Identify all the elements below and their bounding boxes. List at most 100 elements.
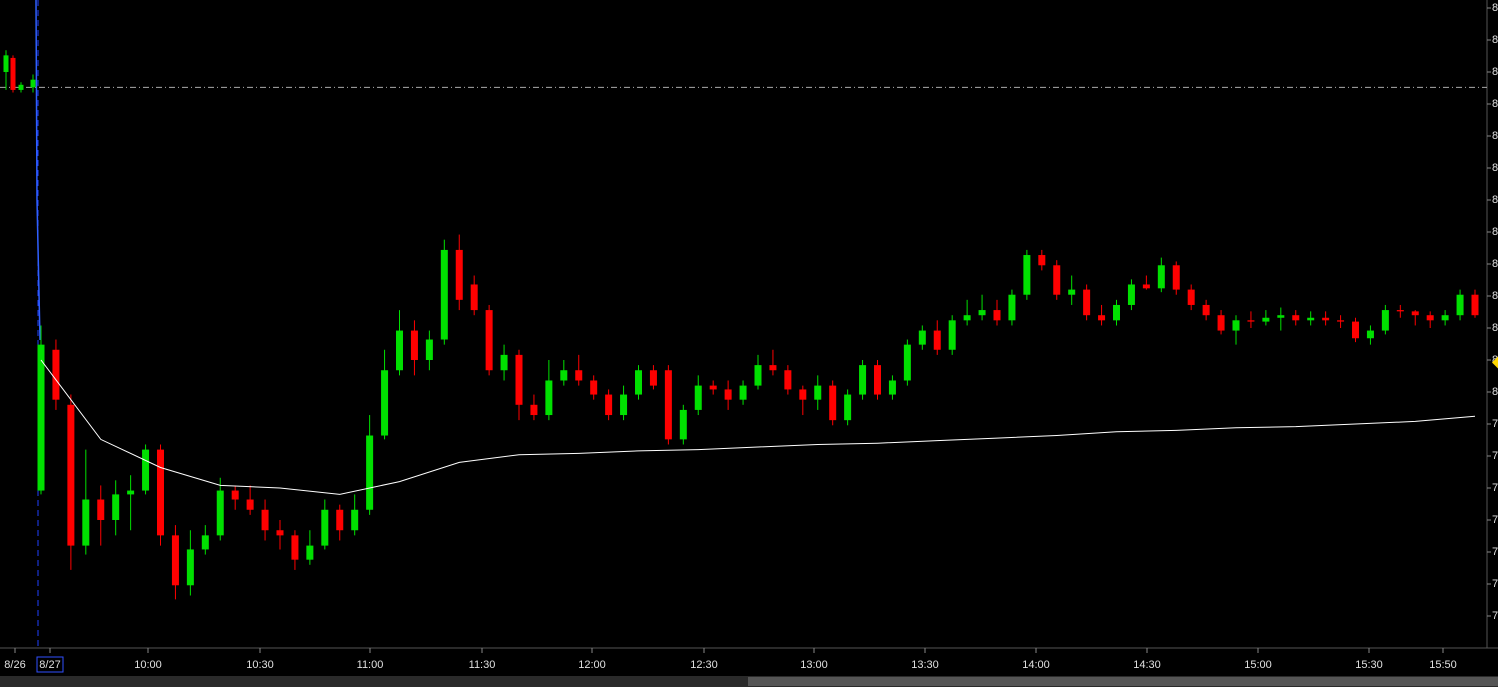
- candle-body: [590, 380, 598, 395]
- candle-body: [679, 409, 687, 440]
- candle-body: [1038, 255, 1046, 266]
- candle-body: [948, 320, 956, 350]
- candle-body: [216, 490, 224, 536]
- candle-body: [455, 249, 463, 300]
- x-tick-label: 8/26: [4, 659, 25, 671]
- x-tick-label: 12:00: [578, 659, 606, 671]
- candle-body: [933, 330, 941, 350]
- x-tick-label: 13:30: [911, 659, 939, 671]
- candle-body: [142, 449, 150, 491]
- candle-body: [1142, 284, 1150, 289]
- candle-body: [844, 394, 852, 421]
- candle-body: [1232, 320, 1240, 331]
- y-tick-label: 7: [1492, 418, 1498, 430]
- candle-body: [978, 310, 986, 316]
- candle-body: [1426, 315, 1434, 321]
- candle-body: [575, 370, 583, 381]
- candle-body: [635, 370, 642, 395]
- y-tick-label: 8: [1492, 226, 1498, 238]
- candle-body: [1396, 310, 1404, 312]
- candle-body: [709, 385, 717, 390]
- candle-body: [171, 535, 179, 586]
- y-tick-label: 8: [1492, 386, 1498, 398]
- candle-body: [1098, 315, 1106, 321]
- x-tick-label: 15:30: [1355, 659, 1383, 671]
- candle-body: [500, 354, 508, 371]
- scroll-thumb[interactable]: [748, 677, 1498, 686]
- candle-body: [381, 370, 389, 436]
- candle-body: [186, 549, 194, 586]
- candle-body: [336, 509, 344, 531]
- candle-body: [1247, 320, 1255, 322]
- average-line: [40, 359, 1476, 495]
- y-tick-label: 7: [1492, 610, 1498, 622]
- candle-body: [1262, 317, 1270, 322]
- y-tick-label: 8: [1492, 194, 1498, 206]
- candle-body: [261, 509, 269, 531]
- candle-body: [1172, 265, 1180, 290]
- y-tick-label: 8: [1492, 322, 1498, 334]
- candle-body: [829, 385, 837, 421]
- candle-body: [396, 330, 403, 371]
- candle-body: [1217, 315, 1225, 331]
- candle-body: [724, 389, 732, 400]
- x-tick-label: 12:30: [690, 659, 718, 671]
- x-tick-label: 14:30: [1133, 659, 1161, 671]
- candle-body: [67, 404, 75, 546]
- candle-body: [1277, 315, 1285, 318]
- candle-body: [649, 370, 657, 386]
- candle-body: [1471, 294, 1479, 316]
- x-tick-label: 11:30: [469, 659, 496, 671]
- candle-body: [859, 365, 867, 395]
- x-tick-label: 14:00: [1022, 659, 1050, 671]
- candle-body: [1456, 294, 1464, 316]
- candle-body: [1053, 265, 1061, 295]
- y-tick-label: 8: [1492, 98, 1498, 110]
- candle-body: [306, 545, 314, 560]
- candle-body: [157, 449, 164, 536]
- candle-body: [321, 509, 329, 546]
- candle-body: [3, 55, 9, 72]
- candle-body: [1337, 320, 1345, 322]
- last-price-marker: [1492, 356, 1498, 369]
- y-tick-label: 8: [1492, 34, 1498, 46]
- y-tick-label: 8: [1492, 130, 1498, 142]
- candle-body: [1023, 255, 1031, 295]
- candle-body: [799, 389, 807, 400]
- candle-body: [351, 509, 359, 531]
- candle-body: [291, 535, 299, 560]
- candle-body: [10, 57, 16, 90]
- candle-body: [52, 349, 60, 400]
- open-line: [35, 0, 41, 341]
- y-tick-label: 8: [1492, 162, 1498, 174]
- y-tick-label: 8: [1492, 290, 1498, 302]
- candle-body: [784, 370, 792, 390]
- x-tick-label: 11:00: [357, 659, 384, 671]
- candle-body: [1083, 289, 1091, 316]
- plot-area: 888888888888877777778/268/2710:0010:3011…: [0, 2, 1498, 671]
- y-tick-label: 8: [1492, 2, 1498, 14]
- candle-body: [545, 380, 553, 416]
- candle-body: [1441, 315, 1449, 321]
- candle-body: [37, 344, 45, 491]
- y-tick-label: 8: [1492, 66, 1498, 78]
- candle-body: [1187, 289, 1195, 305]
- x-tick-label: 10:00: [134, 659, 162, 671]
- x-tick-label: 8/27: [39, 659, 60, 671]
- y-tick-label: 7: [1492, 482, 1498, 494]
- x-tick-label: 13:00: [800, 659, 828, 671]
- candle-body: [515, 354, 523, 405]
- candle-body: [1307, 317, 1315, 321]
- candle-body: [1127, 284, 1135, 305]
- candle-body: [1322, 317, 1330, 321]
- candle-body: [694, 385, 702, 410]
- y-tick-label: 7: [1492, 450, 1498, 462]
- candle-body: [112, 494, 120, 520]
- candle-body: [1411, 311, 1419, 316]
- candle-body: [97, 499, 105, 520]
- candle-body: [485, 310, 493, 371]
- candle-body: [30, 79, 36, 88]
- candle-body: [963, 315, 971, 321]
